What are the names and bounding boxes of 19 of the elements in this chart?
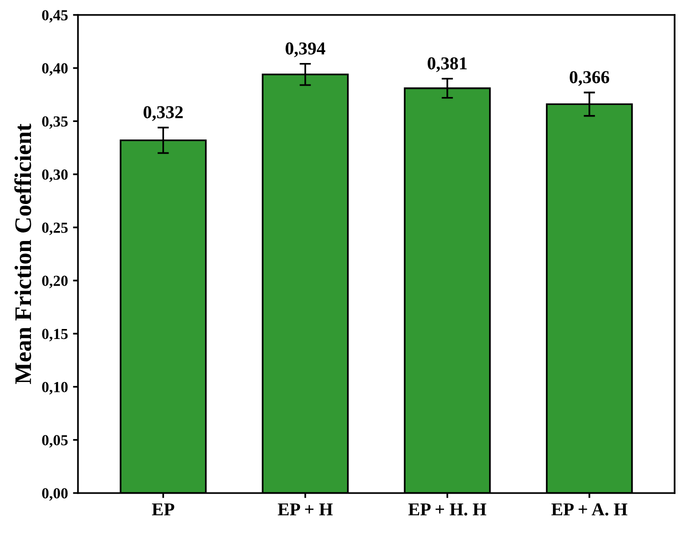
y-axis-title: Mean Friction Coefficient bbox=[14, 124, 32, 384]
y-tick-label: 0,25 bbox=[42, 222, 68, 236]
data-label: 0,332 bbox=[144, 106, 183, 121]
y-tick-label: 0,45 bbox=[42, 10, 68, 23]
data-label: 0,381 bbox=[428, 57, 467, 72]
x-tick-label: EP bbox=[152, 503, 174, 516]
y-tick-label: 0,35 bbox=[42, 116, 68, 129]
y-tick-label: 0,20 bbox=[42, 276, 68, 288]
y-tick-label: 0,10 bbox=[42, 382, 68, 394]
y-tick-label: 0,05 bbox=[42, 435, 68, 448]
y-tick-label: 0,30 bbox=[42, 169, 68, 182]
y-tick-label: 0,40 bbox=[42, 63, 68, 76]
data-label: 0,366 bbox=[570, 71, 610, 86]
y-tick-label: 0,00 bbox=[42, 488, 68, 501]
x-tick-label: EP + H bbox=[278, 503, 333, 516]
x-tick-label: EP + A. H bbox=[551, 503, 628, 516]
data-label: 0,394 bbox=[286, 42, 326, 58]
x-tick-label: EP + H. H bbox=[408, 503, 486, 516]
y-tick-label: 0,15 bbox=[42, 328, 68, 342]
